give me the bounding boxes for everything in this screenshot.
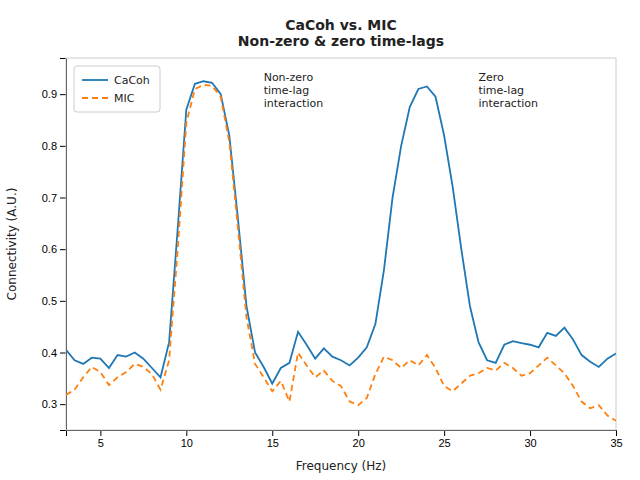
legend-swatch [82, 79, 108, 81]
x-axis-tick: 20 [353, 430, 365, 449]
y-axis-tick-mark [60, 301, 66, 302]
series-line [66, 85, 616, 421]
y-axis-tick-label: 0.8 [42, 140, 57, 152]
y-axis-tick: 0.3 [42, 398, 66, 410]
y-axis-tick-label: 0.6 [42, 243, 57, 255]
legend-swatch [82, 97, 108, 99]
y-axis-tick-mark [60, 198, 66, 199]
y-axis-tick-mark [60, 353, 66, 354]
x-axis-tick-label: 15 [267, 437, 279, 449]
y-axis-tick-label: 0.5 [42, 295, 57, 307]
annotation-line: time-lag [264, 84, 310, 97]
chart: 5 10 15 20 25 30 35 0.3 0.4 0.5 0.6 0.7 0.8 0.9 Non-ze… [0, 0, 640, 480]
y-axis-tick: 0.6 [42, 243, 66, 255]
title-line: CaCoh vs. MIC [285, 17, 397, 33]
x-axis-tick-mark [186, 430, 187, 436]
legend-item: MIC [82, 92, 135, 105]
plot: 5 10 15 20 25 30 35 0.3 0.4 0.5 0.6 0.7 0.8 0.9 Non-ze… [42, 58, 623, 449]
legend-label: CaCoh [114, 74, 150, 87]
y-axis-tick-label: 0.4 [42, 347, 57, 359]
y-axis-tick-mark [60, 404, 66, 405]
y-axis-tick: 0.8 [42, 140, 66, 152]
title: CaCoh vs. MICNon-zero & zero time-lags [238, 17, 444, 49]
y-axis-tick: 0.5 [42, 295, 66, 307]
y-axis-tick: 0.9 [42, 88, 66, 100]
annotation: Zerotime-laginteraction [479, 71, 539, 110]
y-axis-tick-mark [60, 94, 66, 95]
y-axis-tick: 0.4 [42, 347, 66, 359]
x-axis: 5 10 15 20 25 30 35 [67, 430, 623, 449]
y-axis-tick: 0.7 [42, 192, 66, 204]
x-axis-tick-label: 20 [353, 437, 365, 449]
annotation-line: interaction [479, 97, 539, 110]
x-axis-tick-label: 35 [610, 437, 622, 449]
x-axis-tick-label: 25 [439, 437, 451, 449]
x-axis-title: Frequency (Hz) [296, 459, 387, 473]
x-axis-tick: 30 [524, 430, 536, 449]
x-axis-tick-mark [444, 430, 445, 436]
x-axis-tick-mark [616, 430, 617, 436]
legend-label: MIC [114, 92, 135, 105]
y-axis-title: Connectivity (A.U.) [5, 188, 19, 301]
x-axis-tick-mark [358, 430, 359, 436]
x-axis-tick-label: 30 [524, 437, 536, 449]
annotation: Non-zerotime-laginteraction [264, 71, 324, 110]
x-axis-tick-mark [272, 430, 273, 436]
legend: CaCoh MIC [74, 66, 160, 112]
annotation-line: time-lag [479, 84, 525, 97]
x-axis-tick: 35 [610, 430, 622, 449]
y-axis-tick-label: 0.9 [42, 88, 57, 100]
x-axis-tick: 5 [98, 430, 104, 449]
x-axis-tick-label: 5 [98, 437, 104, 449]
annotation-line: interaction [264, 97, 324, 110]
x-axis-line [67, 431, 617, 437]
x-axis-tick-label: 10 [181, 437, 193, 449]
y-axis: 0.3 0.4 0.5 0.6 0.7 0.8 0.9 [42, 59, 67, 431]
series-group [66, 81, 616, 420]
title-line: Non-zero & zero time-lags [238, 33, 444, 49]
annotation-line: Zero [479, 71, 505, 84]
legend-box [74, 66, 160, 112]
x-axis-tick-mark [100, 430, 101, 436]
x-axis-tick-mark [530, 430, 531, 436]
y-axis-tick-mark [60, 146, 66, 147]
y-axis-tick-mark [60, 249, 66, 250]
x-axis-tick: 25 [439, 430, 451, 449]
x-axis-tick: 10 [181, 430, 193, 449]
plot-frame [66, 58, 616, 430]
x-axis-tick: 15 [267, 430, 279, 449]
series-line [66, 81, 616, 383]
annotation-line: Non-zero [264, 71, 314, 84]
y-axis-tick-label: 0.3 [42, 398, 57, 410]
legend-item: CaCoh [82, 74, 150, 87]
y-axis-tick-label: 0.7 [42, 192, 57, 204]
